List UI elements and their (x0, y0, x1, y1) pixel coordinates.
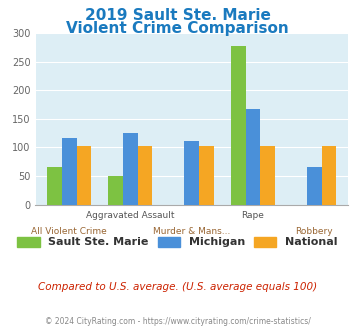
Text: © 2024 CityRating.com - https://www.cityrating.com/crime-statistics/: © 2024 CityRating.com - https://www.city… (45, 317, 310, 326)
Bar (108, 176, 123, 205)
Bar (62, 138, 77, 205)
Bar (260, 146, 275, 205)
Bar (123, 133, 138, 205)
Text: Rape: Rape (241, 212, 264, 220)
Bar (322, 146, 336, 205)
Bar (199, 146, 214, 205)
Legend: Sault Ste. Marie, Michigan, National: Sault Ste. Marie, Michigan, National (13, 232, 342, 252)
Bar (138, 146, 153, 205)
Text: All Violent Crime: All Violent Crime (31, 227, 107, 236)
Bar (184, 141, 199, 205)
Text: Compared to U.S. average. (U.S. average equals 100): Compared to U.S. average. (U.S. average … (38, 282, 317, 292)
Text: Robbery: Robbery (295, 227, 333, 236)
Bar (47, 167, 62, 205)
Bar (77, 146, 91, 205)
Bar (231, 46, 246, 205)
Bar (307, 167, 322, 205)
Text: Aggravated Assault: Aggravated Assault (86, 212, 175, 220)
Text: Violent Crime Comparison: Violent Crime Comparison (66, 21, 289, 36)
Text: 2019 Sault Ste. Marie: 2019 Sault Ste. Marie (84, 8, 271, 23)
Bar (246, 109, 260, 205)
Text: Murder & Mans...: Murder & Mans... (153, 227, 230, 236)
